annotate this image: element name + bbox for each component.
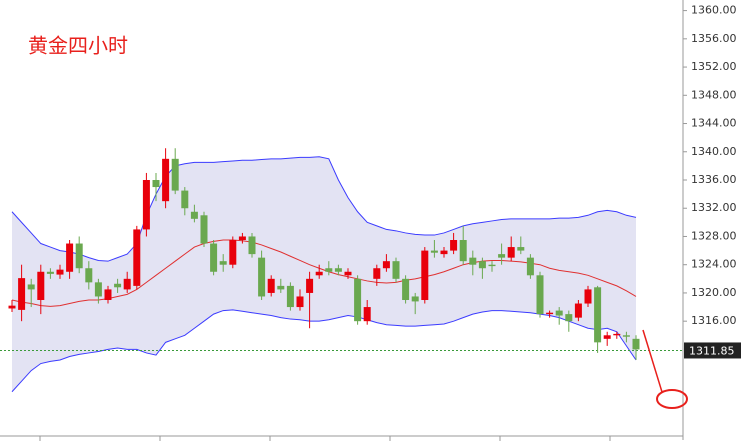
candle-body bbox=[46, 271, 54, 274]
candle-body bbox=[296, 296, 304, 308]
y-tick-label: 1316.00 bbox=[691, 314, 737, 327]
y-tick-label: 1320.00 bbox=[691, 286, 737, 299]
candle-body bbox=[613, 333, 621, 336]
candle-body bbox=[334, 268, 342, 272]
candle-body bbox=[382, 261, 390, 269]
candle-body bbox=[488, 264, 496, 267]
chart-title: 黄金四小时 bbox=[28, 34, 128, 58]
candle-body bbox=[258, 257, 266, 297]
candle-body bbox=[133, 229, 141, 286]
candle-body bbox=[142, 180, 150, 230]
plot-area bbox=[0, 148, 683, 393]
candle-body bbox=[450, 240, 458, 251]
candle-body bbox=[469, 257, 477, 265]
candle-body bbox=[171, 158, 179, 191]
candle-body bbox=[622, 335, 630, 337]
candle-body bbox=[123, 278, 131, 290]
candle-body bbox=[286, 285, 294, 308]
candle-body bbox=[632, 338, 640, 350]
band-line bbox=[11, 156, 637, 262]
candle-body bbox=[430, 250, 438, 253]
candle-body bbox=[85, 268, 93, 283]
band-fill bbox=[12, 156, 636, 392]
candle-body bbox=[459, 240, 467, 262]
candle-body bbox=[555, 310, 563, 316]
last-price-box bbox=[684, 342, 741, 359]
y-tick-label: 1360.00 bbox=[691, 4, 737, 17]
candle-body bbox=[104, 289, 112, 300]
x-axis-ticks bbox=[39, 436, 611, 441]
candle-body bbox=[114, 283, 122, 288]
candle-body bbox=[75, 243, 83, 269]
candle-body bbox=[248, 236, 256, 255]
candle-body bbox=[546, 312, 554, 315]
y-tick-label: 1324.00 bbox=[691, 258, 737, 271]
candle-body bbox=[402, 278, 410, 300]
candle-body bbox=[478, 261, 486, 269]
candle-body bbox=[574, 303, 582, 318]
candle-body bbox=[162, 158, 170, 202]
candle-body bbox=[18, 278, 26, 310]
candle-body bbox=[27, 284, 35, 290]
candle-body bbox=[344, 271, 352, 276]
candle-body bbox=[325, 268, 333, 272]
candle-body bbox=[507, 247, 515, 258]
candle-body bbox=[37, 271, 45, 300]
candle-body bbox=[584, 289, 592, 304]
candle-body bbox=[392, 261, 400, 279]
candle-body bbox=[411, 296, 419, 302]
candle-body bbox=[594, 287, 602, 343]
candle-body bbox=[536, 275, 544, 315]
y-tick-label: 1352.00 bbox=[691, 60, 737, 73]
annotation-circle bbox=[656, 389, 688, 409]
candle-body bbox=[229, 240, 237, 265]
candle-body bbox=[440, 250, 448, 255]
candle-body bbox=[517, 247, 525, 251]
candle-body bbox=[66, 243, 74, 272]
candle-body bbox=[238, 236, 246, 240]
candle-body bbox=[315, 271, 323, 276]
candle-body bbox=[190, 211, 198, 219]
y-tick-label: 1356.00 bbox=[691, 32, 737, 45]
y-tick-label: 1328.00 bbox=[691, 229, 737, 242]
last-price-label: 1311.85 bbox=[689, 344, 735, 357]
candle-body bbox=[421, 250, 429, 300]
y-tick-label: 1336.00 bbox=[691, 173, 737, 186]
candle-body bbox=[373, 268, 381, 279]
candle-body bbox=[526, 257, 534, 276]
y-tick-label: 1332.00 bbox=[691, 201, 737, 214]
annotation-arrow bbox=[642, 329, 663, 393]
candle-body bbox=[603, 335, 611, 339]
candle-body bbox=[267, 278, 275, 293]
y-tick-label: 1340.00 bbox=[691, 145, 737, 158]
candle-body bbox=[565, 314, 573, 322]
candle-body bbox=[94, 282, 102, 297]
candle-body bbox=[277, 285, 285, 290]
candle-body bbox=[152, 180, 160, 188]
candle-body bbox=[8, 305, 16, 309]
candle-body bbox=[498, 254, 506, 258]
candle-body bbox=[200, 215, 208, 244]
candle-body bbox=[306, 278, 314, 293]
candle-body bbox=[56, 269, 64, 275]
candle-body bbox=[354, 278, 362, 322]
y-tick-label: 1344.00 bbox=[691, 117, 737, 130]
candle-body bbox=[219, 261, 227, 265]
candle-body bbox=[363, 307, 371, 322]
candle-body bbox=[181, 190, 189, 209]
candle-body bbox=[210, 243, 218, 272]
band-line bbox=[11, 309, 637, 393]
y-tick-label: 1348.00 bbox=[691, 88, 737, 101]
